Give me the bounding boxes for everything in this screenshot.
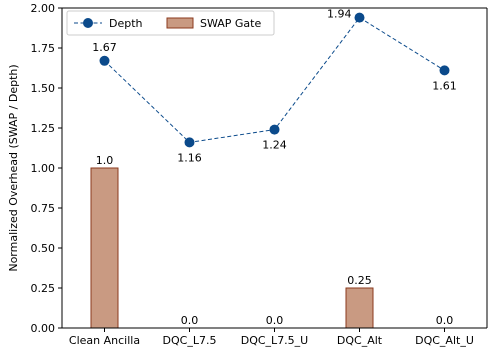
legend-swap-swatch <box>166 17 194 29</box>
bar-3 <box>345 287 374 329</box>
y-tick-label-7: 1.75 <box>31 42 56 55</box>
legend-swap-label: SWAP Gate <box>200 17 261 30</box>
y-tick-label-0: 0.00 <box>31 322 56 335</box>
x-tick-label-2: DQC_L7.5_U <box>241 334 308 347</box>
depth-value-label-0: 1.67 <box>92 41 117 54</box>
x-tick-label-1: DQC_L7.5 <box>163 334 217 347</box>
bar-value-label-0: 1.0 <box>96 154 114 167</box>
depth-line <box>104 16 445 143</box>
bars-layer <box>90 167 374 329</box>
bar-value-label-1: 0.0 <box>181 314 199 327</box>
y-tick-label-8: 2.00 <box>31 2 56 15</box>
y-tick-label-4: 1.00 <box>31 162 56 175</box>
depth-point-0 <box>99 55 110 66</box>
bar-value-label-4: 0.0 <box>436 314 454 327</box>
y-tick-label-3: 0.75 <box>31 202 56 215</box>
depth-value-label-4: 1.61 <box>432 79 457 92</box>
legend: Depth SWAP Gate <box>66 10 275 36</box>
x-tick-label-4: DQC_Alt_U <box>415 334 474 347</box>
bar-0 <box>90 167 119 329</box>
y-axis-label: Normalized Overhead (SWAP / Depth) <box>7 64 20 271</box>
depth-value-label-3: 1.94 <box>327 8 352 21</box>
depth-value-label-2: 1.24 <box>262 139 287 152</box>
depth-point-3 <box>354 12 365 23</box>
y-tick-label-5: 1.25 <box>31 122 56 135</box>
legend-depth-label: Depth <box>109 17 143 30</box>
bar-value-label-2: 0.0 <box>266 314 284 327</box>
y-tick-label-6: 1.50 <box>31 82 56 95</box>
x-tick-label-0: Clean Ancilla <box>69 334 140 347</box>
depth-point-1 <box>184 137 195 148</box>
x-tick-label-3: DQC_Alt <box>337 334 383 347</box>
depth-point-2 <box>269 124 280 135</box>
axes-layer: 0.00 0.25 0.50 0.75 1.00 1.25 1.50 1.75 2.00 Clea… <box>7 2 488 347</box>
depth-point-4 <box>439 65 450 76</box>
y-tick-label-1: 0.25 <box>31 282 56 295</box>
line-layer <box>99 12 450 148</box>
y-tick-label-2: 0.50 <box>31 242 56 255</box>
bar-value-label-3: 0.25 <box>347 274 372 287</box>
data-labels-layer: 1.0 0.0 0.0 0.25 0.0 1.67 1.16 1.24 1.94 1.61 <box>92 8 457 327</box>
legend-depth-marker <box>83 18 93 28</box>
depth-value-label-1: 1.16 <box>177 151 202 164</box>
